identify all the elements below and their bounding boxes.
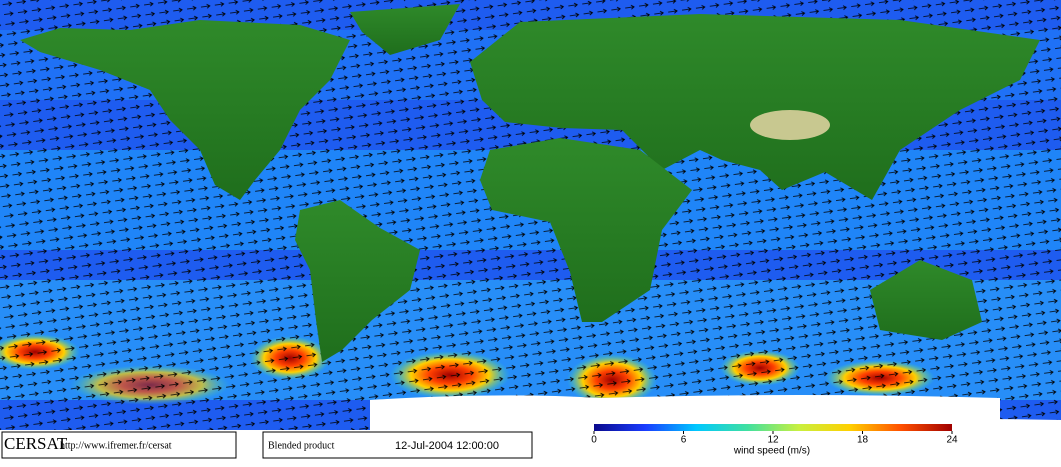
land [20, 4, 1040, 362]
colorbar-tick-label: 6 [681, 435, 687, 446]
colorbar-tick-label: 18 [857, 435, 869, 446]
colorbar-bar [594, 424, 952, 431]
colorbar: 0 6 12 18 24 [591, 424, 958, 446]
colorbar-tick-label: 12 [767, 435, 779, 446]
logo-box [1, 431, 237, 459]
logo: CERSAT [4, 434, 68, 453]
colorbar-tick-label: 24 [946, 435, 958, 446]
info-box [262, 431, 533, 459]
url: http://www.ifremer.fr/cersat [60, 440, 172, 451]
date: 12-Jul-2004 12:00:00 [395, 440, 499, 452]
colorbar-tick-label: 0 [591, 435, 597, 446]
colorbar-label: wind speed (m/s) [733, 446, 810, 457]
product: Blended product [268, 440, 335, 451]
